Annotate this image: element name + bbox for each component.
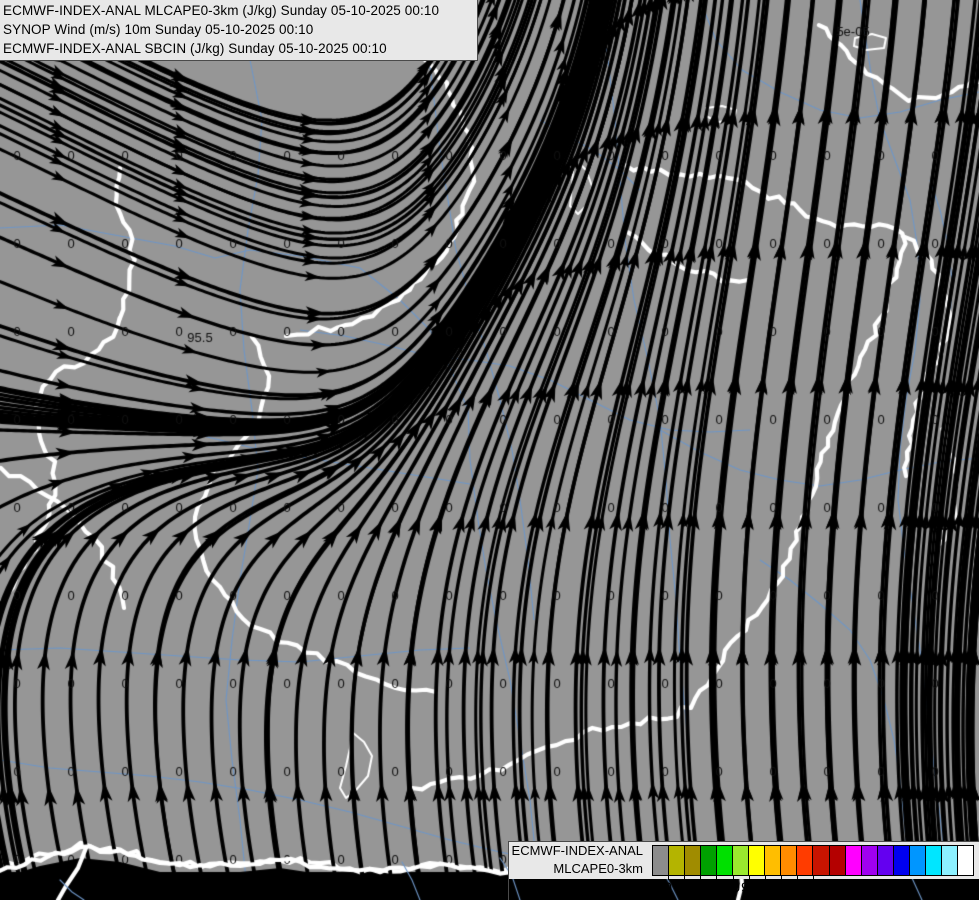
colorbar-swatch-0	[653, 846, 670, 875]
colorbar-tickmark-12	[684, 876, 686, 880]
colorbar-tickmark-400	[813, 876, 814, 880]
map-header-panel: ECMWF-INDEX-ANAL MLCAPE0-3km (J/kg) Sund…	[0, 0, 478, 61]
colorbar-swatch-7	[765, 846, 782, 875]
legend-title-box: ECMWF-INDEX-ANAL MLCAPE0-3km	[509, 842, 649, 879]
header-line-synop-wind: SYNOP Wind (m/s) 10m Sunday 05-10-2025 0…	[3, 22, 314, 37]
colorbar-swatch-12	[845, 846, 862, 875]
colorbar-tick-400: 400	[801, 880, 825, 895]
colorbar-tick-160: 160	[769, 880, 793, 895]
colorbar-tick-labels: 0 12 30 50 70 90 120 160 250 400	[649, 876, 979, 900]
header-line-mlcape: ECMWF-INDEX-ANAL MLCAPE0-3km (J/kg) Sund…	[3, 3, 440, 18]
colorbar-swatch-6	[749, 846, 766, 875]
colorbar-tick-50: 50	[708, 880, 724, 895]
colorbar-swatch-17	[925, 846, 942, 875]
colorbar-swatch-14	[877, 846, 894, 875]
colorbar-tickmark-90	[748, 876, 750, 880]
colorbar-tickmark-250	[796, 876, 798, 880]
legend-units-box: J/kg	[509, 879, 649, 900]
colorbar-swatch-10	[813, 846, 830, 875]
header-line-sbcin: ECMWF-INDEX-ANAL SBCIN (J/kg) Sunday 05-…	[3, 41, 387, 56]
colorbar-swatch-8	[781, 846, 798, 875]
colorbar-swatch-11	[829, 846, 846, 875]
colorbar-tick-70: 70	[724, 880, 741, 895]
colorbar-tickmark-160	[780, 876, 782, 880]
colorbar-tick-12: 12	[676, 880, 692, 895]
colorbar-swatch-18	[941, 846, 958, 875]
colorbar-tickmark-70	[732, 876, 734, 880]
colorbar-swatch-5	[733, 846, 750, 875]
colorbar-swatch-2	[685, 846, 702, 875]
colorbar-swatch-4	[717, 846, 734, 875]
colorbar-swatch-19	[957, 846, 973, 875]
colorbar-swatch-16	[909, 846, 926, 875]
colorbar-tick-0: 0	[664, 880, 672, 895]
colorbar-swatch-3	[701, 846, 718, 875]
legend-title-line1: ECMWF-INDEX-ANAL	[511, 843, 643, 858]
colorbar-swatch-1	[669, 846, 686, 875]
colorbar-tick-30: 30	[692, 880, 708, 895]
legend-units-label: J/kg	[619, 881, 643, 896]
colorbar-tick-120: 120	[753, 880, 776, 895]
colorbar-swatch-9	[797, 846, 814, 875]
colorbar-swatch-15	[893, 846, 910, 875]
colorbar-tick-90: 90	[741, 880, 757, 895]
legend-title-line2: MLCAPE0-3km	[553, 861, 643, 876]
legend-panel: ECMWF-INDEX-ANAL MLCAPE0-3km J/kg 0 12 30 5…	[508, 841, 979, 900]
colorbar-tickmark-30	[700, 876, 702, 880]
colorbar-tickmark-50	[716, 876, 718, 880]
colorbar-container	[649, 842, 979, 879]
colorbar-tick-250: 250	[785, 880, 809, 895]
colorbar-swatch-13	[861, 846, 878, 875]
colorbar-tickmark-120	[764, 876, 766, 880]
colorbar[interactable]	[652, 845, 974, 876]
colorbar-tickmark-0	[668, 876, 670, 880]
